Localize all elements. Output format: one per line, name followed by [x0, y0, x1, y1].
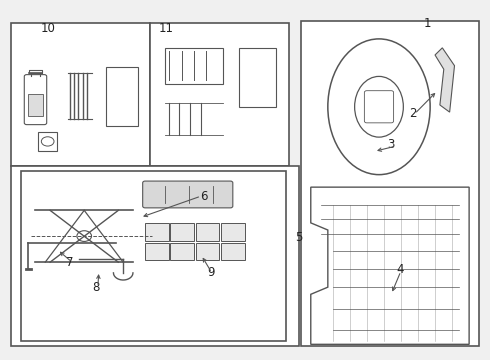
Bar [221, 223, 245, 241]
FancyBboxPatch shape [365, 91, 393, 123]
Ellipse shape [328, 39, 430, 175]
Bar [150, 23, 289, 166]
Bar [239, 48, 276, 107]
FancyBboxPatch shape [24, 75, 47, 125]
Bar [21, 171, 287, 341]
Polygon shape [435, 48, 455, 112]
Bar [301, 21, 479, 346]
Text: 6: 6 [200, 190, 207, 203]
Text: 1: 1 [424, 17, 432, 30]
Bar [145, 243, 169, 260]
FancyBboxPatch shape [143, 181, 233, 208]
Text: 2: 2 [409, 107, 417, 120]
Bar [11, 166, 298, 346]
Bar [171, 243, 194, 260]
Bar [145, 223, 169, 241]
Polygon shape [311, 187, 469, 344]
Text: 4: 4 [396, 263, 404, 276]
Bar [106, 67, 138, 126]
Bar [165, 48, 223, 84]
Text: 8: 8 [93, 281, 100, 294]
Bar [196, 243, 219, 260]
Bar [11, 23, 150, 166]
Bar [28, 94, 43, 116]
Bar [38, 132, 57, 152]
Text: 11: 11 [159, 22, 173, 35]
Bar [196, 223, 219, 241]
Bar [171, 223, 194, 241]
Text: 9: 9 [207, 266, 215, 279]
Ellipse shape [355, 76, 403, 137]
Text: 7: 7 [66, 256, 74, 269]
Bar [221, 243, 245, 260]
Text: 5: 5 [295, 231, 302, 244]
Text: 10: 10 [40, 22, 55, 35]
Text: 3: 3 [388, 138, 395, 151]
